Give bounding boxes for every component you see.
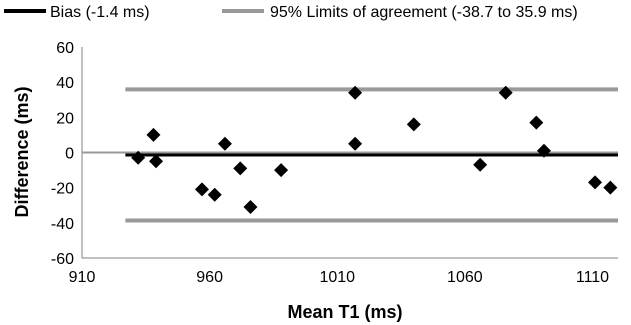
data-point-diamond bbox=[146, 127, 161, 142]
data-point-diamond bbox=[233, 161, 248, 176]
data-point-diamond bbox=[348, 136, 363, 151]
data-point-diamond bbox=[588, 175, 603, 190]
data-point-diamond bbox=[243, 200, 258, 215]
data-point-diamond bbox=[217, 136, 232, 151]
x-tick-label: 910 bbox=[69, 269, 96, 286]
x-axis-title: Mean T1 (ms) bbox=[287, 302, 402, 322]
data-point-diamond bbox=[131, 150, 146, 165]
legend-loa-label: 95% Limits of agreement (-38.7 to 35.9 m… bbox=[270, 4, 578, 21]
legend-bias-label: Bias (-1.4 ms) bbox=[50, 4, 150, 21]
x-tick-label: 960 bbox=[196, 269, 223, 286]
y-tick-label: -40 bbox=[51, 216, 74, 233]
data-point-diamond bbox=[207, 187, 222, 202]
data-point-diamond bbox=[529, 115, 544, 130]
data-point-diamond bbox=[149, 154, 164, 169]
x-tick-label: 1060 bbox=[447, 269, 483, 286]
x-tick-label: 1110 bbox=[576, 269, 609, 286]
y-tick-label: 60 bbox=[56, 40, 74, 57]
x-tick-labels: 910 960 1010 1060 1110 bbox=[69, 269, 610, 286]
y-tick-label: 20 bbox=[56, 110, 74, 127]
data-points bbox=[131, 85, 618, 215]
data-point-diamond bbox=[473, 157, 488, 172]
y-axis-title: Difference (ms) bbox=[12, 86, 32, 217]
legend: Bias (-1.4 ms) 95% Limits of agreement (… bbox=[4, 4, 578, 21]
y-tick-label: 40 bbox=[56, 75, 74, 92]
data-point-diamond bbox=[406, 117, 421, 132]
data-point-diamond bbox=[194, 182, 209, 197]
y-tick-label: 0 bbox=[65, 146, 74, 163]
data-point-diamond bbox=[603, 180, 618, 195]
y-tick-label: -60 bbox=[51, 251, 74, 268]
data-point-diamond bbox=[536, 143, 551, 158]
data-point-diamond bbox=[348, 85, 363, 100]
data-point-diamond bbox=[274, 163, 289, 178]
y-tick-labels: -60 -40 -20 0 20 40 60 bbox=[51, 40, 74, 268]
data-point-diamond bbox=[498, 85, 513, 100]
y-tick-label: -20 bbox=[51, 181, 74, 198]
x-tick-label: 1010 bbox=[319, 269, 355, 286]
